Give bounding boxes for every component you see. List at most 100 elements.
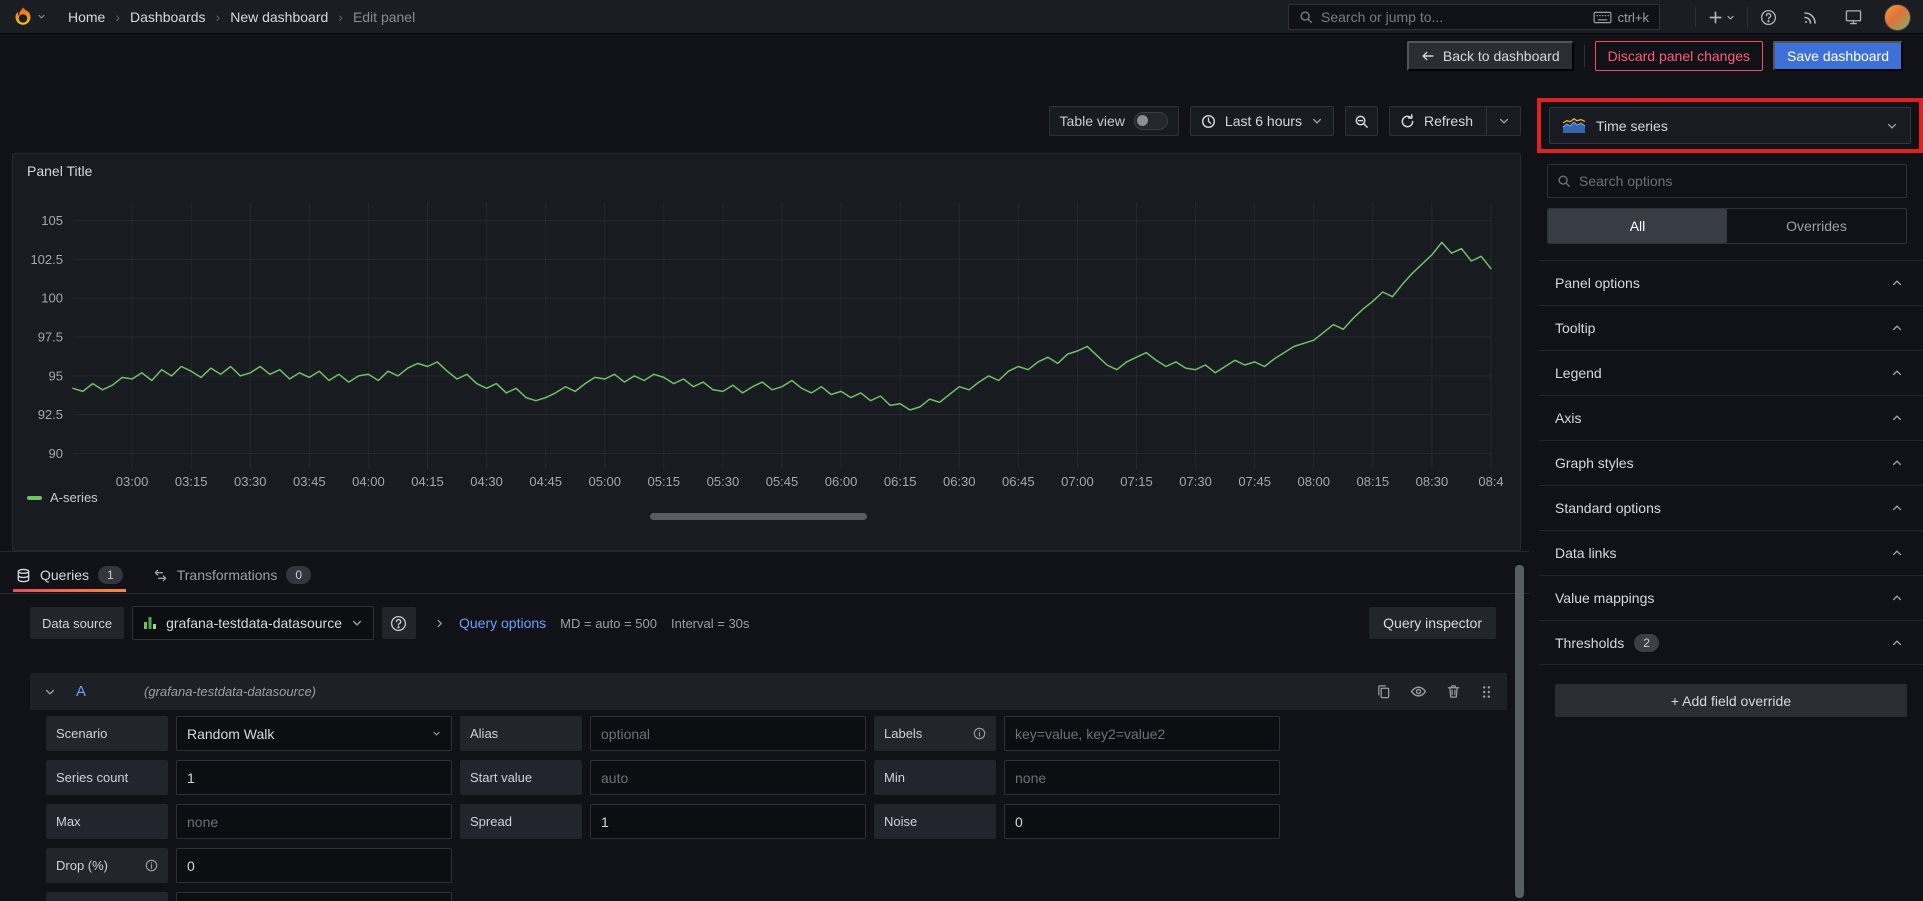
search-icon xyxy=(1557,174,1571,188)
breadcrumb: Home › Dashboards › New dashboard › Edit panel xyxy=(68,9,415,25)
chevron-up-icon xyxy=(1891,637,1903,649)
options-section-axis[interactable]: Axis xyxy=(1539,395,1923,440)
filter-all-button[interactable]: All xyxy=(1548,209,1727,243)
options-search-input[interactable]: Search options xyxy=(1547,164,1907,198)
field-noise[interactable]: 0 xyxy=(1004,804,1280,839)
nav-divider xyxy=(1747,7,1748,27)
org-switcher-chevron-icon[interactable] xyxy=(37,12,46,21)
legend-series-swatch xyxy=(27,495,42,500)
options-section-data-links[interactable]: Data links xyxy=(1539,530,1923,575)
new-menu-button[interactable] xyxy=(1708,10,1735,25)
tab-queries[interactable]: Queries 1 xyxy=(13,566,126,592)
options-section-thresholds[interactable]: Thresholds 2 xyxy=(1539,620,1923,665)
drag-handle-icon[interactable] xyxy=(1480,684,1493,700)
field-partial[interactable] xyxy=(176,892,452,901)
svg-text:03:00: 03:00 xyxy=(116,474,149,489)
svg-text:05:15: 05:15 xyxy=(648,474,681,489)
back-to-dashboard-button[interactable]: Back to dashboard xyxy=(1406,41,1574,71)
chevron-up-icon xyxy=(1891,547,1903,559)
query-editor-header[interactable]: A (grafana-testdata-datasource) xyxy=(30,673,1507,710)
help-icon[interactable] xyxy=(1760,9,1777,26)
news-icon[interactable] xyxy=(1803,9,1819,25)
options-section-tooltip[interactable]: Tooltip xyxy=(1539,305,1923,350)
filter-overrides-button[interactable]: Overrides xyxy=(1786,218,1847,234)
delete-query-icon[interactable] xyxy=(1446,684,1461,699)
zoom-out-icon xyxy=(1354,114,1369,129)
legend-series-label: A-series xyxy=(50,490,98,505)
options-search-placeholder: Search options xyxy=(1579,173,1673,189)
info-icon[interactable] xyxy=(145,859,158,872)
collapse-query-chevron-icon[interactable] xyxy=(44,686,56,698)
panel-title[interactable]: Panel Title xyxy=(27,163,93,179)
breadcrumb-item-home[interactable]: Home xyxy=(68,8,106,25)
chevron-up-icon xyxy=(1891,322,1903,334)
search-placeholder: Search or jump to... xyxy=(1321,9,1444,25)
chart-legend[interactable]: A-series xyxy=(27,490,98,505)
options-section-label: Legend xyxy=(1555,365,1602,381)
table-view-toggle[interactable]: Table view xyxy=(1048,106,1179,136)
breadcrumb-item-new-dashboard[interactable]: New dashboard xyxy=(230,8,329,25)
save-dashboard-button[interactable]: Save dashboard xyxy=(1773,41,1903,71)
field-label-scenario: Scenario xyxy=(46,716,168,751)
visualization-label: Time series xyxy=(1596,117,1668,134)
options-section-graph-styles[interactable]: Graph styles xyxy=(1539,440,1923,485)
field-label-drop: Drop (%) xyxy=(46,848,168,883)
field-start-value[interactable]: auto xyxy=(590,760,866,795)
breadcrumb-item-edit-panel[interactable]: Edit panel xyxy=(352,8,416,25)
field-series-count[interactable]: 1 xyxy=(176,760,452,795)
field-spread[interactable]: 1 xyxy=(590,804,866,839)
query-options-md: MD = auto = 500 xyxy=(560,615,657,631)
table-view-switch[interactable] xyxy=(1133,112,1168,130)
tab-transformations[interactable]: Transformations 0 xyxy=(153,566,312,584)
add-field-override-button[interactable]: + Add field override xyxy=(1555,684,1907,717)
options-section-label: Graph styles xyxy=(1555,455,1634,471)
field-label-noise: Noise xyxy=(874,804,996,839)
field-drop[interactable]: 0 xyxy=(176,848,452,883)
zoom-out-button[interactable] xyxy=(1344,106,1378,136)
vertical-scrollbar-thumb[interactable] xyxy=(1515,565,1524,898)
horizontal-scrollbar-thumb[interactable] xyxy=(650,513,867,520)
clock-icon xyxy=(1201,114,1216,129)
datasource-help-button[interactable] xyxy=(381,607,416,639)
time-series-chart[interactable]: 90 92.5 95 97.5 100 102.5 105 03:00 03:15 03:30 03… xyxy=(19,188,1514,498)
field-row: Series count 1 Start value auto Min none xyxy=(46,760,1286,795)
duplicate-query-icon[interactable] xyxy=(1376,684,1391,699)
options-section-standard-options[interactable]: Standard options xyxy=(1539,485,1923,530)
field-scenario[interactable]: Random Walk xyxy=(176,716,452,751)
tab-queries-badge: 1 xyxy=(98,566,123,584)
options-section-value-mappings[interactable]: Value mappings xyxy=(1539,575,1923,620)
grafana-logo-icon[interactable] xyxy=(12,6,34,28)
visualization-picker[interactable]: Time series xyxy=(1549,107,1911,144)
field-alias[interactable]: optional xyxy=(590,716,866,751)
breadcrumb-separator: › xyxy=(338,8,343,25)
field-max[interactable]: none xyxy=(176,804,452,839)
toggle-query-visibility-icon[interactable] xyxy=(1410,683,1427,700)
field-label-series-count: Series count xyxy=(46,760,168,795)
field-min[interactable]: none xyxy=(1004,760,1280,795)
discard-panel-changes-button[interactable]: Discard panel changes xyxy=(1594,41,1764,71)
refresh-button-group[interactable]: Refresh xyxy=(1388,106,1521,136)
options-section-label: Standard options xyxy=(1555,500,1661,516)
datasource-picker[interactable]: grafana-testdata-datasource xyxy=(132,606,374,640)
time-range-picker[interactable]: Last 6 hours xyxy=(1189,106,1334,136)
display-icon[interactable] xyxy=(1845,9,1862,25)
options-section-legend[interactable]: Legend xyxy=(1539,350,1923,395)
search-input[interactable]: Search or jump to... ctrl+k xyxy=(1288,4,1660,30)
query-ref-id: A xyxy=(76,683,87,700)
field-labels[interactable]: key=value, key2=value2 xyxy=(1004,716,1280,751)
refresh-interval-chevron-icon[interactable] xyxy=(1498,115,1510,127)
panel-view-toolbar: Table view Last 6 hours Refresh xyxy=(1048,106,1521,136)
action-divider xyxy=(1583,45,1585,67)
breadcrumb-separator: › xyxy=(215,8,221,25)
queries-pane: Queries 1 Transformations 0 Data source … xyxy=(0,551,1529,901)
user-avatar[interactable] xyxy=(1884,3,1911,31)
search-shortcut: ctrl+k xyxy=(1593,10,1649,25)
tab-transformations-label: Transformations xyxy=(176,567,278,583)
field-label-spread: Spread xyxy=(460,804,582,839)
breadcrumb-item-dashboards[interactable]: Dashboards xyxy=(130,8,206,25)
query-inspector-button[interactable]: Query inspector xyxy=(1369,607,1496,639)
tab-queries-label: Queries xyxy=(40,567,90,583)
info-icon[interactable] xyxy=(973,727,986,740)
query-options-link[interactable]: Query options xyxy=(458,615,547,631)
options-section-panel-options[interactable]: Panel options xyxy=(1539,260,1923,305)
